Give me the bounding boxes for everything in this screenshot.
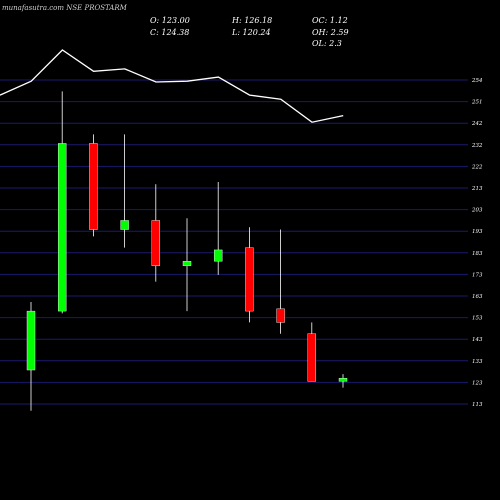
candle-body-up: [26, 310, 36, 371]
candle-body-up: [182, 261, 192, 266]
ol-label: OL: 2.3: [312, 39, 342, 48]
oc-label: OC: 1.12: [312, 16, 348, 25]
candle: [307, 322, 316, 382]
candle: [120, 134, 129, 248]
y-tick-label: 203: [471, 208, 483, 214]
candle: [182, 218, 192, 312]
candle-body-up: [58, 143, 67, 312]
chart-source: munafasutra.com NSE PROSTARM: [2, 4, 128, 12]
candle: [89, 134, 98, 237]
volume-line: [0, 49, 344, 123]
candle: [26, 302, 36, 411]
candle-body-down: [151, 220, 161, 266]
candle-body-up: [120, 220, 129, 230]
y-tick-label: 213: [471, 186, 483, 192]
low-label: L: 120.24: [231, 28, 271, 37]
candle: [276, 229, 285, 334]
y-tick-label: 232: [471, 143, 483, 149]
candle-body-down: [307, 333, 316, 382]
y-tick-label: 183: [472, 251, 483, 257]
y-tick-label: 251: [471, 100, 483, 106]
y-tick-label: 222: [471, 164, 483, 170]
y-tick-label: 123: [472, 380, 483, 386]
y-tick-label: 173: [472, 272, 483, 278]
high-label: H: 126.18: [231, 16, 272, 25]
grid-lines: [0, 79, 468, 405]
candle: [58, 91, 67, 314]
open-label: O: 123.00: [150, 16, 190, 25]
close-label: C: 124.38: [150, 28, 189, 37]
y-axis-ticks: 254 251 242 232 222 213 203 193 183 173 163 153 143 1…: [471, 78, 483, 408]
candles: [26, 91, 348, 411]
candle-body-down: [245, 247, 254, 312]
y-tick-label: 113: [472, 402, 483, 408]
y-tick-label: 133: [472, 359, 483, 365]
candle: [338, 374, 348, 388]
y-tick-label: 153: [472, 316, 483, 322]
candle: [151, 184, 161, 282]
y-tick-label: 242: [471, 121, 483, 127]
y-tick-label: 143: [472, 337, 483, 343]
candle-body-up: [338, 378, 348, 382]
candle: [245, 227, 254, 323]
oh-label: OH: 2.59: [312, 28, 349, 37]
y-tick-label: 254: [471, 78, 483, 84]
candle-body-down: [89, 143, 98, 230]
candle: [213, 181, 223, 275]
y-tick-label: 193: [472, 229, 483, 235]
y-tick-label: 163: [472, 294, 483, 300]
candle-body-up: [213, 249, 223, 262]
candle-body-down: [276, 308, 285, 323]
